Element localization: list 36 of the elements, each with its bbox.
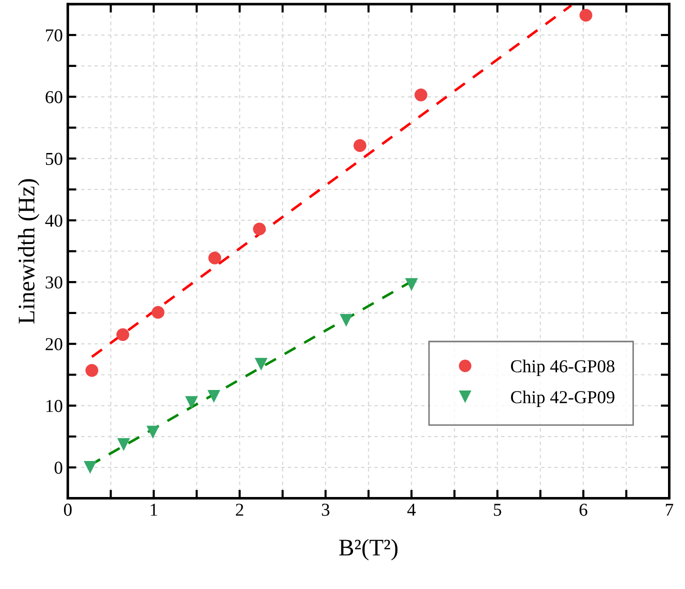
point: [254, 358, 268, 371]
y-tick-label: 70: [46, 29, 62, 42]
y-tick-label: 40: [45, 214, 62, 227]
x-tick-label: 6: [580, 504, 588, 516]
legend-label: Chip 46-GP08: [511, 360, 614, 376]
point: [85, 364, 98, 377]
y-tick-label: 0: [54, 462, 62, 474]
x-tick-label: 4: [407, 504, 416, 516]
point: [253, 222, 266, 236]
y-tick-label: 10: [46, 400, 62, 412]
y-axis-title: Linewidth (Hz): [18, 179, 40, 324]
point: [146, 426, 160, 439]
y-tick-label: 20: [46, 338, 62, 350]
x-tick-label: 7: [666, 504, 674, 516]
x-tick-label: 3: [322, 504, 330, 516]
point: [354, 139, 366, 152]
x-tick-label: 1: [150, 504, 158, 516]
point: [580, 8, 592, 22]
y-tick-label: 60: [46, 91, 62, 104]
point: [207, 390, 220, 403]
point: [116, 328, 130, 341]
point: [185, 396, 198, 409]
x-tick-label: 2: [236, 504, 244, 516]
point: [117, 438, 130, 451]
point: [208, 252, 222, 264]
point: [84, 461, 97, 474]
point: [405, 278, 418, 291]
point: [414, 88, 428, 102]
point: [152, 306, 164, 319]
x-axis-title: B²(T²): [339, 538, 398, 560]
legend-label: Chip 42-GP09: [511, 390, 614, 407]
y-tick-label: 50: [46, 152, 62, 165]
x-tick-label: 5: [494, 504, 502, 516]
point: [340, 314, 353, 327]
y-tick-label: 30: [46, 276, 62, 289]
x-tick-label: 0: [64, 504, 72, 516]
